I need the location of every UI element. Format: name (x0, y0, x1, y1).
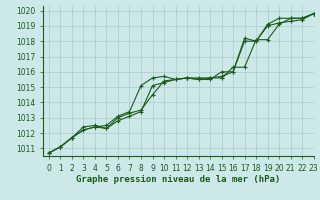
X-axis label: Graphe pression niveau de la mer (hPa): Graphe pression niveau de la mer (hPa) (76, 175, 281, 184)
